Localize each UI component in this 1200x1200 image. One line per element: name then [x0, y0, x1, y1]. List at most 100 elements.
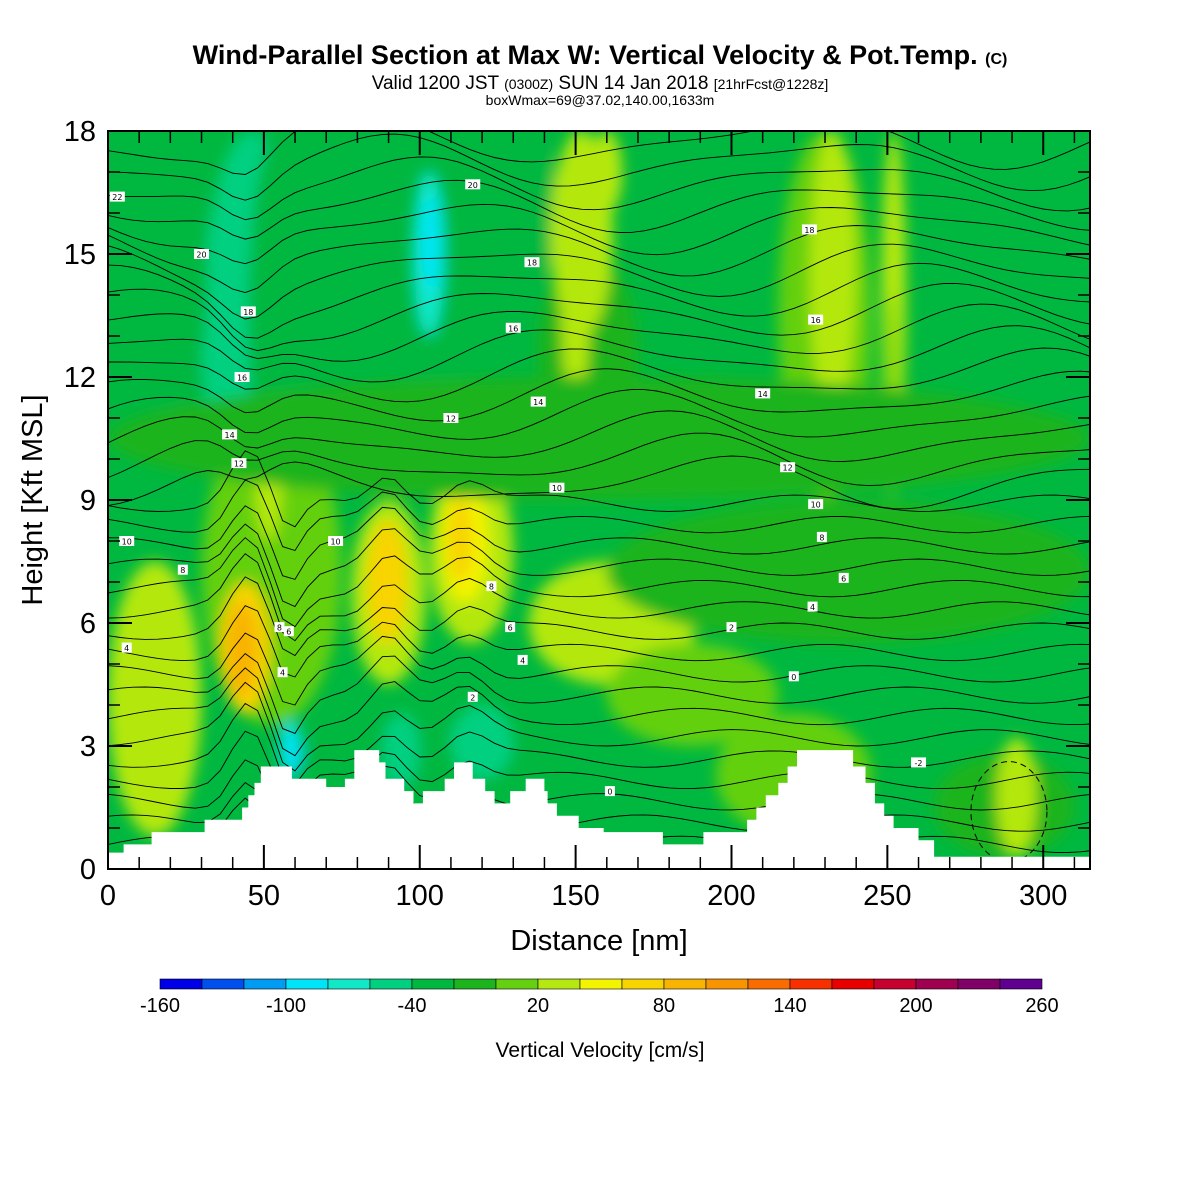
- svg-text:16: 16: [237, 374, 247, 383]
- theta-contour-line: [108, 605, 1090, 678]
- svg-text:16: 16: [811, 316, 821, 325]
- theta-contour-line: [108, 576, 1090, 657]
- theta-contour-line: [108, 325, 1090, 383]
- svg-text:10: 10: [330, 538, 340, 547]
- colorbar-swatch: [159, 978, 203, 990]
- colorbar-swatch: [369, 978, 413, 990]
- contour-label: 6: [838, 572, 849, 583]
- copyright-mark: (C): [985, 51, 1008, 68]
- colorbar-swatch: [243, 978, 287, 990]
- contour-label: 18: [524, 257, 540, 268]
- svg-text:14: 14: [533, 398, 543, 407]
- contour-label: 16: [234, 372, 250, 383]
- theta-contour-line: [108, 410, 1090, 462]
- contour-label: 18: [801, 224, 817, 235]
- contour-label: 22: [109, 191, 125, 202]
- valid-time-line: Valid 1200 JST (0300Z) SUN 14 Jan 2018 […: [0, 73, 1200, 94]
- svg-text:12: 12: [234, 460, 244, 469]
- colorbar-swatch: [495, 978, 539, 990]
- velocity-cell: [226, 602, 258, 697]
- colorbar-swatch: [327, 978, 371, 990]
- colorbar-tick-label: -160: [140, 995, 180, 1017]
- colorbar-swatch: [747, 978, 791, 990]
- velocity-cell: [108, 377, 1090, 500]
- terrain: [108, 750, 1090, 869]
- colorbar-swatch: [579, 978, 623, 990]
- colorbar-swatch: [537, 978, 581, 990]
- contour-label: 10: [119, 536, 135, 547]
- theta-contour-line: [108, 262, 1090, 339]
- theta-contour-line: [108, 243, 1090, 320]
- svg-text:22: 22: [112, 193, 122, 202]
- velocity-cell: [996, 737, 1038, 857]
- theta-contour-line: [108, 523, 1090, 608]
- contour-label: 10: [549, 482, 565, 493]
- colorbar-swatch: [663, 978, 707, 990]
- x-tick-label: 50: [248, 880, 280, 912]
- colorbar: -160 -100 -40 20 80 140 200 260 Vertical Velocit…: [140, 978, 1059, 1062]
- svg-text:14: 14: [758, 390, 768, 399]
- velocity-cell: [606, 500, 1090, 644]
- velocity-cell: [591, 131, 623, 213]
- colorbar-swatch: [873, 978, 917, 990]
- contour-label: 8: [274, 622, 285, 633]
- svg-text:10: 10: [811, 501, 821, 510]
- svg-text:18: 18: [804, 226, 814, 235]
- theta-contour-line: [108, 282, 1090, 352]
- valid-date: SUN 14 Jan 2018: [558, 73, 709, 94]
- y-tick-label: 3: [80, 731, 96, 763]
- theta-contour-line: [108, 156, 1090, 221]
- theta-contour-line: [108, 131, 1090, 175]
- y-tick-label: 18: [64, 116, 96, 148]
- chart-title: Wind-Parallel Section at Max W: Vertical…: [192, 40, 978, 70]
- velocity-cell: [108, 561, 202, 837]
- colorbar-swatch: [453, 978, 497, 990]
- svg-text:6: 6: [508, 624, 513, 633]
- svg-text:4: 4: [520, 656, 525, 665]
- colorbar-tick-label: 20: [527, 995, 549, 1017]
- velocity-cell: [422, 192, 439, 295]
- contour-label: 2: [726, 622, 737, 633]
- contour-label: 4: [517, 654, 528, 665]
- colorbar-tick-label: 200: [899, 995, 932, 1017]
- theta-contour-line: [108, 303, 1090, 362]
- svg-text:0: 0: [607, 788, 612, 797]
- svg-text:18: 18: [243, 308, 253, 317]
- colorbar-tick-label: -40: [398, 995, 427, 1017]
- title-block: Wind-Parallel Section at Max W: Vertical…: [0, 40, 1200, 107]
- chart-title-line: Wind-Parallel Section at Max W: Vertical…: [0, 40, 1200, 75]
- colorbar-swatch: [789, 978, 833, 990]
- colorbar-label: Vertical Velocity [cm/s]: [496, 1039, 705, 1062]
- contour-label: 20: [465, 179, 481, 190]
- x-tick-label: 250: [863, 880, 911, 912]
- velocity-cell: [466, 131, 561, 295]
- y-tick-label: 15: [64, 239, 96, 271]
- colorbar-tick-label: 80: [653, 995, 675, 1017]
- velocity-cell: [279, 721, 302, 775]
- svg-text:4: 4: [124, 644, 129, 653]
- contour-label: 4: [807, 601, 818, 612]
- theta-contour-line: [108, 553, 1090, 642]
- x-tick-label: 100: [396, 880, 444, 912]
- y-tick-label: 12: [64, 362, 96, 394]
- boxwmax-line: boxWmax=69@37.02,140.00,1633m: [485, 92, 715, 108]
- contour-label: 12: [231, 458, 247, 469]
- theta-contours: [108, 131, 1090, 869]
- theta-contour-line: [108, 653, 1090, 734]
- x-tick-label: 300: [1019, 880, 1067, 912]
- y-axis-label: Height [Kft MSL]: [17, 394, 49, 605]
- svg-text:6: 6: [841, 574, 846, 583]
- velocity-cell: [447, 500, 473, 582]
- contour-label: 20: [194, 249, 210, 260]
- svg-text:2: 2: [729, 624, 734, 633]
- velocity-cell: [382, 713, 420, 787]
- theta-contour-line: [108, 667, 1090, 757]
- velocity-cell: [809, 131, 857, 418]
- svg-text:16: 16: [508, 324, 518, 333]
- svg-text:12: 12: [446, 415, 456, 424]
- contour-label: 6: [283, 626, 294, 637]
- y-tick-label: 0: [80, 854, 96, 886]
- contour-label: 10: [328, 536, 344, 547]
